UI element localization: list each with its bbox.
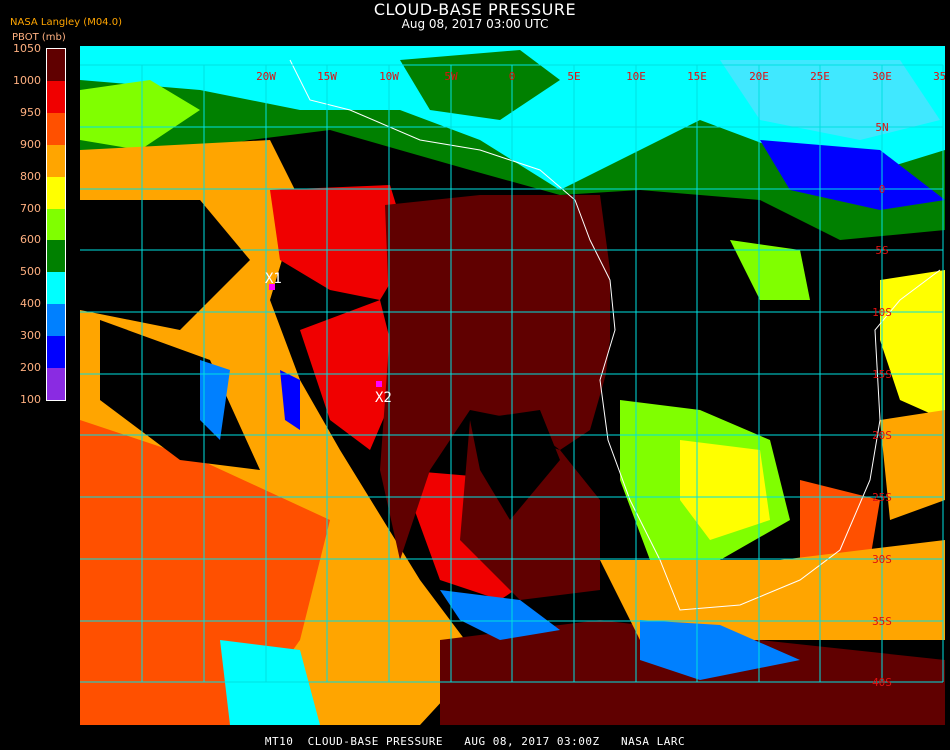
cloud-region-orange xyxy=(880,410,945,520)
cloud-region-lightgreen xyxy=(80,80,200,150)
longitude-label: 25E xyxy=(810,70,830,83)
legend-tick-label: 900 xyxy=(20,137,41,151)
latitude-label: 30S xyxy=(872,553,892,566)
map-markers: X1 X2 xyxy=(265,271,392,406)
legend-tick-label: 500 xyxy=(20,265,41,279)
legend-swatch xyxy=(47,336,65,369)
map-datetime: Aug 08, 2017 03:00 UTC xyxy=(401,17,549,31)
legend-swatch xyxy=(47,240,65,273)
legend-tick-label: 100 xyxy=(20,392,41,406)
legend-swatch xyxy=(47,208,65,241)
longitude-label: 0 xyxy=(509,70,516,83)
clear-sky-region xyxy=(80,200,250,330)
latitude-label: 35S xyxy=(872,615,892,628)
latitude-label: 25S xyxy=(872,491,892,504)
map-title: CLOUD-BASE PRESSURE xyxy=(373,0,577,19)
cloud-region-blue xyxy=(760,140,945,210)
footer-caption: MT10 CLOUD-BASE PRESSURE AUG 08, 2017 03… xyxy=(264,735,686,748)
legend-swatch xyxy=(47,49,65,81)
legend-tick-label: 1050 xyxy=(13,42,41,55)
longitude-label: 35E xyxy=(933,70,945,83)
legend-tick-label: 950 xyxy=(20,105,41,119)
satellite-map: 20W 15W 10W 5W 0 5E 10E 15E 20E 25E 30E 35E 5N 0 5S 10S… xyxy=(80,46,945,726)
marker-point xyxy=(269,284,275,290)
legend-tick-label: 1000 xyxy=(13,73,41,87)
africa-coastline xyxy=(289,59,941,611)
longitude-label: 15W xyxy=(317,70,337,83)
legend-tick-label: 800 xyxy=(20,169,41,183)
longitude-label: 10E xyxy=(626,70,646,83)
cloud-region-blue xyxy=(280,370,300,430)
unit-label: PBOT (mb) xyxy=(12,32,66,43)
latitude-label: 20S xyxy=(872,429,892,442)
cloud-region-orange xyxy=(600,540,945,640)
cloud-region-green xyxy=(400,50,560,120)
cloud-region-red xyxy=(300,300,400,450)
cloud-region-maroon xyxy=(380,195,610,560)
marker-point xyxy=(376,381,382,387)
cloud-region-skyblue xyxy=(640,620,800,680)
longitude-label: 20E xyxy=(749,70,769,83)
coastlines xyxy=(289,59,941,611)
legend-swatch xyxy=(47,304,65,337)
organization-label: NASA Langley (M04.0) xyxy=(10,17,122,28)
legend-tick-label: 600 xyxy=(20,233,41,247)
latitude-label: 5N xyxy=(875,121,888,134)
latitude-label: 15S xyxy=(872,368,892,381)
longitude-label: 5W xyxy=(444,70,458,83)
latitude-label: 10S xyxy=(872,306,892,319)
legend-swatch xyxy=(47,368,65,400)
cloud-region-yellow xyxy=(680,440,770,540)
latitude-label: 0 xyxy=(879,183,886,196)
latitude-label: 5S xyxy=(875,244,888,257)
lat-lon-grid xyxy=(80,64,944,683)
legend-swatch xyxy=(47,176,65,209)
legend-tick-label: 300 xyxy=(20,329,41,343)
grid-labels: 20W 15W 10W 5W 0 5E 10E 15E 20E 25E 30E 35E 5N 0 5S 10S… xyxy=(256,70,945,689)
cloud-region-skyblue xyxy=(440,590,560,640)
longitude-label: 30E xyxy=(872,70,892,83)
cloud-region-cyan xyxy=(720,60,940,140)
longitude-label: 15E xyxy=(687,70,707,83)
cloud-region-lightgreen xyxy=(730,240,810,300)
legend-tick-label: 700 xyxy=(20,201,41,215)
legend-swatch xyxy=(47,80,65,113)
legend-swatch xyxy=(47,144,65,177)
latitude-label: 40S xyxy=(872,676,892,689)
cloud-region-skyblue xyxy=(200,360,230,440)
legend-swatch xyxy=(47,112,65,145)
legend-tick-label: 200 xyxy=(20,361,41,374)
clear-sky-region xyxy=(470,410,560,520)
longitude-label: 5E xyxy=(567,70,580,83)
marker-label: X2 xyxy=(375,390,392,406)
legend-tick-label: 400 xyxy=(20,297,41,311)
cloud-region-red xyxy=(270,185,410,300)
color-legend xyxy=(46,48,66,401)
legend-swatch xyxy=(47,272,65,305)
cloud-region-yellow xyxy=(880,270,945,420)
marker-label: X1 xyxy=(265,271,282,287)
longitude-label: 20W xyxy=(256,70,276,83)
longitude-label: 10W xyxy=(379,70,399,83)
